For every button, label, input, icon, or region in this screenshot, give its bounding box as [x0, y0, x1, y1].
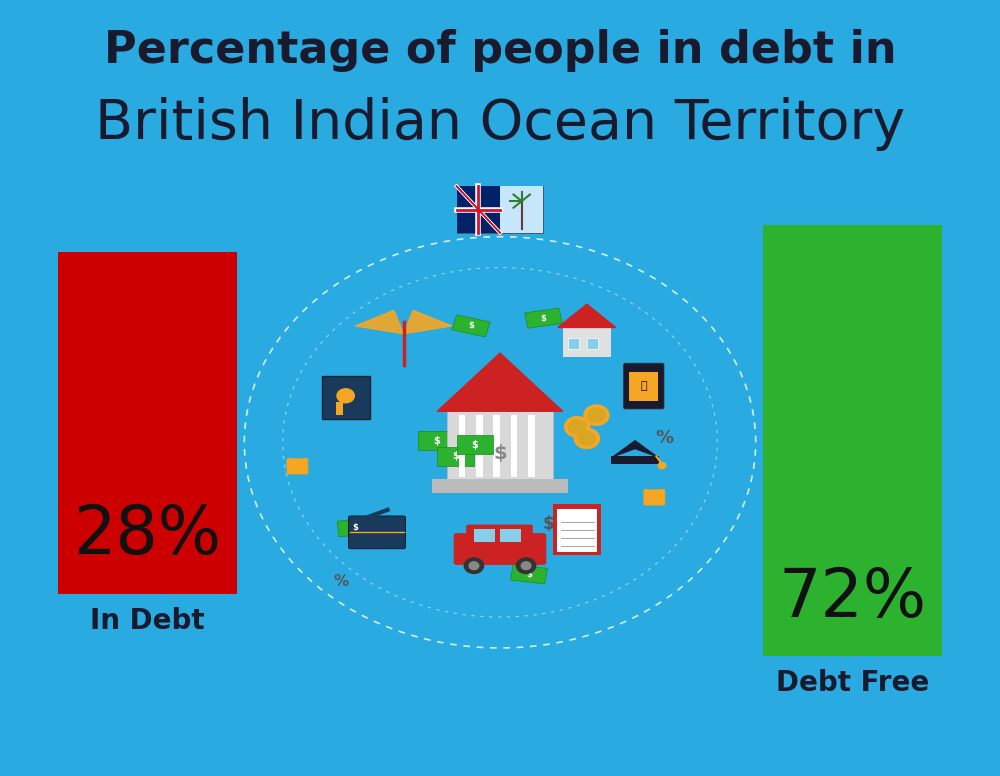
Text: 72%: 72% [779, 564, 927, 631]
Text: $: $ [468, 321, 474, 331]
FancyBboxPatch shape [623, 363, 664, 409]
FancyBboxPatch shape [457, 186, 543, 233]
Circle shape [578, 431, 596, 445]
Circle shape [588, 408, 605, 422]
Text: %: % [333, 574, 348, 590]
Circle shape [337, 389, 354, 403]
Polygon shape [355, 310, 404, 334]
FancyBboxPatch shape [568, 338, 579, 349]
FancyBboxPatch shape [322, 376, 370, 419]
FancyBboxPatch shape [500, 186, 543, 233]
Polygon shape [437, 353, 563, 411]
Text: %: % [655, 429, 673, 448]
FancyBboxPatch shape [528, 415, 535, 477]
Polygon shape [404, 310, 452, 334]
FancyBboxPatch shape [454, 533, 546, 565]
Circle shape [521, 562, 531, 570]
FancyBboxPatch shape [493, 415, 500, 477]
FancyBboxPatch shape [476, 415, 483, 477]
FancyBboxPatch shape [418, 431, 455, 450]
Circle shape [658, 462, 666, 469]
FancyBboxPatch shape [457, 186, 500, 233]
Polygon shape [558, 304, 616, 327]
FancyBboxPatch shape [336, 402, 343, 415]
FancyBboxPatch shape [457, 435, 493, 454]
FancyBboxPatch shape [563, 327, 611, 357]
FancyBboxPatch shape [459, 415, 465, 477]
Text: $: $ [542, 514, 554, 533]
Text: 🏦: 🏦 [640, 382, 647, 391]
Text: Percentage of people in debt in: Percentage of people in debt in [104, 29, 896, 72]
FancyBboxPatch shape [452, 315, 490, 337]
Text: British Indian Ocean Territory: British Indian Ocean Territory [95, 97, 905, 151]
FancyBboxPatch shape [510, 565, 547, 584]
FancyBboxPatch shape [557, 509, 597, 552]
Circle shape [469, 562, 479, 570]
Polygon shape [614, 441, 656, 456]
FancyBboxPatch shape [611, 456, 659, 464]
FancyBboxPatch shape [587, 338, 598, 349]
FancyBboxPatch shape [58, 252, 237, 594]
Circle shape [565, 417, 590, 437]
FancyBboxPatch shape [763, 225, 942, 656]
Text: $: $ [526, 570, 532, 579]
Circle shape [516, 558, 536, 573]
FancyBboxPatch shape [629, 372, 658, 401]
FancyBboxPatch shape [437, 447, 474, 466]
FancyBboxPatch shape [474, 529, 495, 542]
Text: $: $ [493, 445, 507, 463]
FancyBboxPatch shape [349, 516, 405, 549]
FancyBboxPatch shape [553, 504, 601, 555]
Circle shape [584, 405, 609, 425]
Circle shape [568, 420, 586, 434]
FancyBboxPatch shape [644, 490, 665, 505]
Circle shape [574, 428, 599, 449]
Text: $: $ [433, 436, 440, 445]
Text: In Debt: In Debt [90, 607, 205, 635]
Text: $: $ [472, 440, 478, 449]
Circle shape [464, 558, 484, 573]
FancyBboxPatch shape [525, 308, 562, 328]
Text: $: $ [352, 523, 358, 532]
FancyBboxPatch shape [432, 479, 568, 493]
FancyBboxPatch shape [287, 459, 308, 474]
FancyBboxPatch shape [511, 415, 517, 477]
FancyBboxPatch shape [337, 518, 373, 537]
Text: $: $ [540, 314, 546, 323]
FancyBboxPatch shape [500, 529, 521, 542]
Text: Debt Free: Debt Free [776, 669, 929, 697]
FancyBboxPatch shape [466, 525, 533, 545]
Text: 28%: 28% [73, 502, 221, 569]
Text: $: $ [452, 452, 459, 461]
FancyBboxPatch shape [447, 411, 553, 481]
